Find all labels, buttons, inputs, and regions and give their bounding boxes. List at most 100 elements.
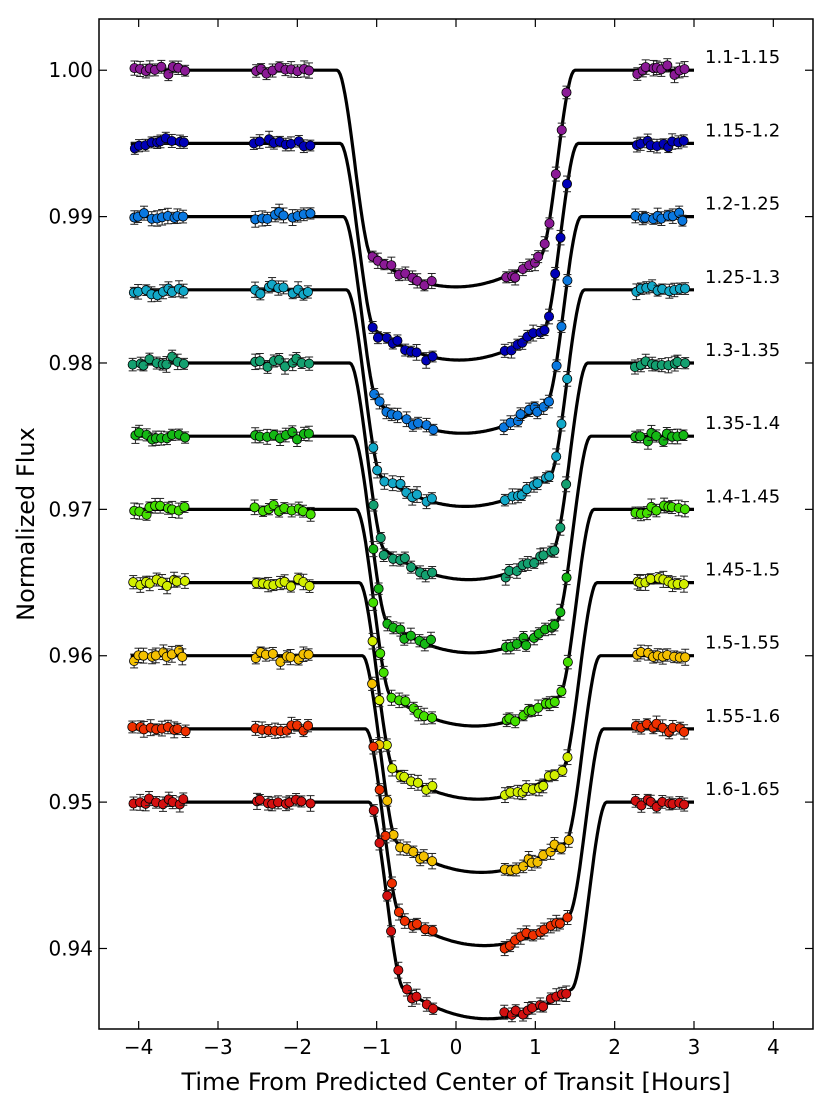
data-point bbox=[679, 504, 690, 515]
data-point bbox=[372, 465, 383, 476]
data-point bbox=[399, 553, 410, 564]
data-point bbox=[305, 798, 316, 809]
band-label: 1.55-1.6 bbox=[705, 706, 780, 727]
data-point bbox=[292, 434, 303, 445]
data-point bbox=[373, 583, 384, 594]
y-tick-label: 0.96 bbox=[48, 644, 93, 668]
data-point bbox=[551, 451, 562, 462]
data-point bbox=[368, 500, 379, 511]
data-point bbox=[412, 777, 423, 788]
band-label: 1.15-1.2 bbox=[705, 120, 780, 141]
data-point bbox=[392, 335, 403, 346]
model-curve bbox=[130, 507, 695, 728]
data-point bbox=[533, 702, 544, 713]
x-tick-label: 2 bbox=[608, 1035, 621, 1059]
model-curve bbox=[130, 800, 695, 1021]
data-point bbox=[400, 696, 411, 707]
data-point bbox=[678, 430, 689, 441]
data-point bbox=[427, 351, 438, 362]
plot-area: 1.1-1.15 1.15-1.2 1.2-1.25 1.25-1.3 1.3-1.35… bbox=[127, 47, 780, 1023]
data-point bbox=[180, 65, 191, 76]
data-point bbox=[427, 780, 438, 791]
data-point bbox=[180, 726, 191, 737]
data-point bbox=[562, 178, 573, 189]
data-point bbox=[642, 436, 653, 447]
data-point bbox=[156, 61, 167, 72]
data-point bbox=[561, 572, 572, 583]
data-point bbox=[550, 268, 561, 279]
data-point bbox=[544, 311, 555, 322]
data-point bbox=[521, 640, 532, 651]
data-point bbox=[303, 720, 314, 731]
data-point bbox=[550, 169, 561, 180]
data-point bbox=[163, 69, 174, 80]
band-label: 1.25-1.3 bbox=[705, 267, 780, 288]
band-label: 1.4-1.45 bbox=[705, 486, 780, 507]
data-point bbox=[375, 532, 386, 543]
data-point bbox=[426, 493, 437, 504]
data-point bbox=[302, 286, 313, 297]
data-point bbox=[268, 500, 279, 511]
data-point bbox=[510, 272, 521, 283]
data-point bbox=[393, 965, 404, 976]
band-label: 1.1-1.15 bbox=[705, 47, 780, 68]
data-point bbox=[549, 545, 560, 556]
data-point bbox=[367, 322, 378, 333]
data-point bbox=[305, 509, 316, 520]
data-point bbox=[680, 283, 691, 294]
data-point bbox=[515, 409, 526, 420]
data-point bbox=[662, 60, 673, 71]
plot-frame bbox=[98, 18, 814, 1030]
data-point bbox=[529, 558, 540, 569]
data-point bbox=[555, 607, 566, 618]
data-point bbox=[427, 925, 438, 936]
data-point bbox=[561, 479, 572, 490]
data-point bbox=[401, 984, 412, 995]
data-point bbox=[679, 726, 690, 737]
data-point bbox=[428, 1003, 439, 1014]
data-point bbox=[426, 276, 437, 287]
data-point bbox=[368, 544, 379, 555]
data-point bbox=[421, 420, 432, 431]
x-tick-label: −3 bbox=[203, 1035, 232, 1059]
data-point bbox=[178, 794, 189, 805]
x-tick-label: −1 bbox=[362, 1035, 391, 1059]
data-point bbox=[179, 501, 190, 512]
data-point bbox=[162, 581, 173, 592]
data-point bbox=[544, 218, 555, 229]
data-point bbox=[406, 562, 417, 573]
data-point bbox=[539, 238, 550, 249]
data-point bbox=[177, 651, 188, 662]
model-curve bbox=[130, 215, 695, 435]
band-label: 1.2-1.25 bbox=[705, 194, 780, 215]
data-point bbox=[296, 796, 307, 807]
data-point bbox=[411, 347, 422, 358]
data-point bbox=[138, 650, 149, 661]
data-point bbox=[562, 752, 573, 763]
data-point bbox=[386, 878, 397, 889]
data-point bbox=[538, 780, 549, 791]
data-point bbox=[556, 418, 567, 429]
data-point bbox=[562, 275, 573, 286]
data-point bbox=[539, 325, 550, 336]
data-point bbox=[178, 137, 189, 148]
data-point bbox=[549, 696, 560, 707]
y-tick-label: 0.97 bbox=[48, 497, 93, 521]
data-point bbox=[262, 213, 273, 224]
data-point bbox=[367, 636, 378, 647]
data-point bbox=[395, 478, 406, 489]
data-point bbox=[382, 795, 393, 806]
data-point bbox=[393, 907, 404, 918]
data-point bbox=[556, 124, 567, 135]
data-point bbox=[368, 442, 379, 453]
model-curve bbox=[130, 288, 695, 508]
data-point bbox=[382, 890, 393, 901]
data-point bbox=[636, 800, 647, 811]
data-point bbox=[379, 476, 390, 487]
data-point bbox=[678, 579, 689, 590]
data-point bbox=[544, 471, 555, 482]
data-point bbox=[418, 851, 429, 862]
x-tick-label: 0 bbox=[450, 1035, 463, 1059]
data-point bbox=[304, 581, 315, 592]
data-point bbox=[561, 988, 572, 999]
